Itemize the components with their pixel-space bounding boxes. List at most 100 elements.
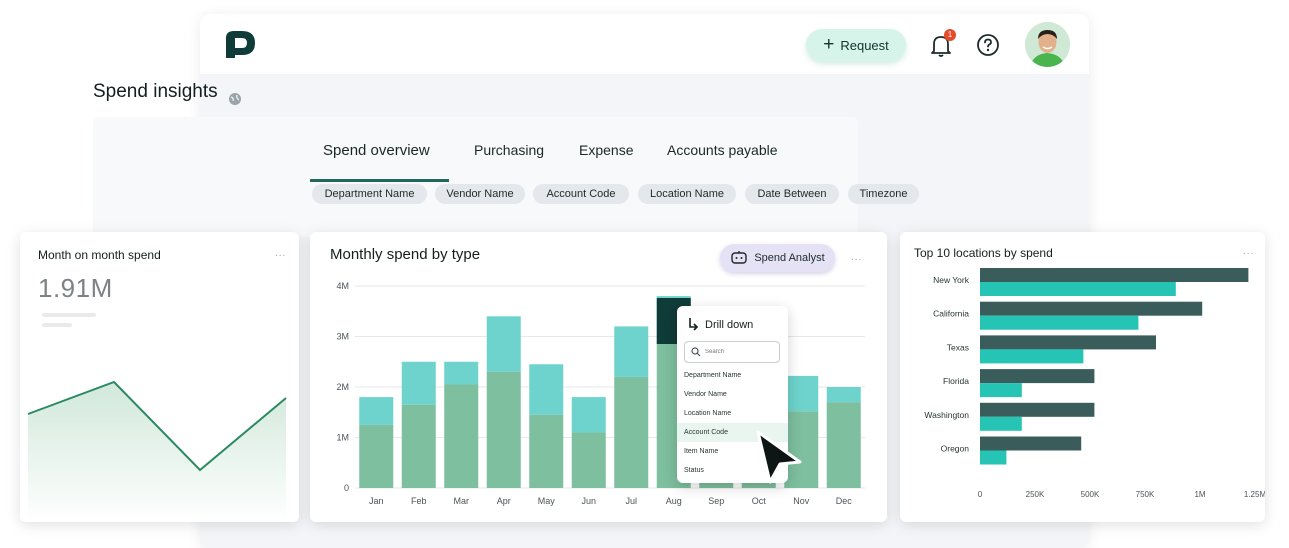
category-label: Oregon [941, 444, 970, 454]
filter-chip-vendor-name[interactable]: Vendor Name [435, 184, 525, 204]
x-tick-label: Apr [497, 496, 511, 506]
y-tick-label: 0 [344, 483, 349, 493]
placeholder-line [42, 313, 96, 317]
bar-segment-bottom [401, 404, 436, 488]
x-tick-label: Sep [708, 496, 724, 506]
drill-option-location-name[interactable]: Location Name [684, 410, 732, 417]
month-on-month-card: Month on month spend ... 1.91M [20, 232, 299, 522]
arrow-down-right-icon [689, 318, 699, 331]
x-tick-label: Jan [369, 496, 384, 506]
bar-segment-top [486, 316, 521, 372]
request-label: Request [840, 37, 889, 53]
card-menu-icon[interactable]: ... [851, 252, 863, 263]
y-tick-label: 4M [336, 281, 349, 291]
brand-logo-icon[interactable] [222, 28, 258, 60]
mouse-cursor-icon [756, 430, 802, 484]
drill-search-input[interactable] [705, 345, 775, 359]
line-area [28, 382, 286, 522]
x-tick-label: 500K [1081, 490, 1100, 499]
category-label: California [933, 309, 969, 319]
tab-purchasing[interactable]: Purchasing [474, 142, 545, 158]
bar-series-1 [980, 402, 1095, 417]
top-locations-card: Top 10 locations by spend ... New York Ca… [900, 232, 1265, 522]
x-tick-label: Feb [411, 496, 427, 506]
bar-segment-bottom [359, 424, 394, 488]
bar-segment-top [444, 361, 479, 385]
tab-spend-overview[interactable]: Spend overview [323, 142, 430, 159]
top-bar: + Request 1 [200, 14, 1089, 74]
request-button[interactable]: + Request [806, 29, 906, 61]
robot-chat-icon [731, 251, 748, 264]
page-title: Spend insights [93, 81, 218, 102]
card-menu-icon[interactable]: ... [275, 248, 287, 259]
bar-series-2 [980, 315, 1139, 330]
x-tick-label: Jul [625, 496, 637, 506]
spend-analyst-button[interactable]: Spend Analyst [720, 244, 835, 272]
help-icon[interactable] [976, 33, 1000, 57]
bar-series-1 [980, 436, 1082, 451]
bar-segment-top [359, 397, 394, 425]
tab-accounts-payable[interactable]: Accounts payable [667, 142, 778, 158]
card-title: Monthly spend by type [330, 246, 481, 263]
bar-series-1 [980, 301, 1203, 316]
filter-chip-account-code[interactable]: Account Code [533, 184, 629, 204]
active-tab-indicator [310, 179, 449, 182]
drill-down-title: Drill down [705, 319, 754, 331]
line-series [27, 380, 287, 472]
plus-icon: + [823, 33, 835, 55]
y-tick-label: 3M [336, 332, 349, 342]
bar-segment-bottom [444, 384, 479, 488]
x-tick-label: 750K [1136, 490, 1155, 499]
bar-series-2 [980, 450, 1007, 465]
bell-icon[interactable] [928, 32, 954, 58]
bar-segment-top [784, 375, 819, 412]
x-tick-label: Aug [666, 496, 682, 506]
search-icon [691, 347, 701, 357]
bar-segment-top [571, 397, 606, 433]
bar-series-2 [980, 349, 1084, 364]
drill-option-department-name[interactable]: Department Name [684, 372, 742, 379]
tab-expense[interactable]: Expense [579, 142, 634, 158]
drill-option-vendor-name[interactable]: Vendor Name [684, 391, 727, 398]
x-tick-label: Mar [454, 496, 470, 506]
placeholder-line [42, 323, 72, 327]
content-panel [93, 117, 858, 237]
y-tick-label: 1M [336, 433, 349, 443]
x-tick-label: Nov [793, 496, 810, 506]
bar-series-2 [980, 416, 1022, 431]
card-title: Top 10 locations by spend [914, 246, 1053, 260]
filter-chip-department-name[interactable]: Department Name [312, 184, 427, 204]
x-tick-label: Dec [836, 496, 853, 506]
x-tick-label: 250K [1026, 490, 1045, 499]
bar-segment-bottom [784, 411, 819, 488]
bar-segment-bottom [826, 402, 861, 488]
bar-segment-top [401, 361, 436, 405]
filter-chip-location-name[interactable]: Location Name [638, 184, 736, 204]
drill-search-box [684, 341, 780, 363]
globe-icon[interactable] [228, 92, 242, 106]
category-label: Texas [947, 342, 969, 352]
bar-segment-bottom [614, 376, 649, 488]
kpi-value: 1.91M [38, 273, 113, 303]
notification-badge: 1 [944, 29, 956, 41]
y-tick-label: 2M [336, 382, 349, 392]
user-avatar[interactable] [1025, 22, 1070, 67]
bar-segment-bottom [529, 414, 564, 488]
bar-series-1 [980, 369, 1095, 384]
x-tick-label: Oct [752, 496, 767, 506]
category-label: Washington [924, 410, 969, 420]
x-tick-label: Jun [581, 496, 596, 506]
drill-option-item-name[interactable]: Item Name [684, 448, 719, 455]
x-tick-label: 1.25M [1244, 490, 1265, 499]
card-menu-icon[interactable]: ... [1243, 246, 1255, 257]
filter-chip-timezone[interactable]: Timezone [848, 184, 919, 204]
bar-segment-top [529, 364, 564, 415]
category-label: Florida [943, 376, 969, 386]
bar-series-1 [980, 268, 1249, 282]
horizontal-bar-chart: New York California Texas Florida Washington… [924, 268, 1265, 499]
bar-series-2 [980, 282, 1176, 296]
x-tick-label: May [538, 496, 556, 506]
filter-chip-date-between[interactable]: Date Between [745, 184, 839, 204]
category-label: New York [933, 275, 970, 285]
drill-option-status[interactable]: Status [684, 467, 704, 474]
